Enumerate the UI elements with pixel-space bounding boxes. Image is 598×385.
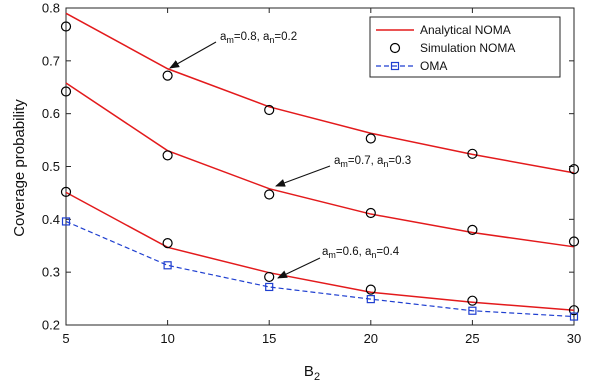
point-simulation_08-0 bbox=[60, 21, 72, 32]
legend-oma-marker bbox=[390, 61, 400, 71]
annotation-am-0.6: am=0.6, an=0.4 bbox=[277, 246, 400, 279]
point-oma-4 bbox=[468, 306, 477, 315]
annotation-1-end: =0.2 bbox=[274, 31, 297, 43]
point-simulation_06-4 bbox=[467, 295, 478, 306]
x-axis-label-subscript: 2 bbox=[314, 371, 320, 383]
annotation-text-1: am=0.8, an=0.2 bbox=[220, 31, 297, 45]
annotation-arrow-3 bbox=[277, 257, 321, 279]
annotation-text-2: am=0.7, an=0.3 bbox=[334, 155, 411, 169]
point-simulation_08-1 bbox=[162, 70, 173, 81]
y-tick-label-3: 0.5 bbox=[42, 159, 60, 174]
series-line-analytical_07 bbox=[65, 82, 575, 248]
x-tick-label-4: 25 bbox=[465, 331, 479, 346]
annotation-3-m: m bbox=[328, 250, 336, 260]
point-oma-5 bbox=[569, 312, 579, 321]
legend: Analytical NOMA Simulation NOMA OMA bbox=[369, 16, 561, 78]
x-tick-label-3: 20 bbox=[364, 331, 378, 346]
annotation-1-n: n bbox=[269, 35, 274, 45]
annotation-arrow-2 bbox=[275, 165, 331, 187]
x-tick-label-2: 15 bbox=[262, 331, 276, 346]
x-axis-label-base: B bbox=[304, 363, 314, 380]
point-simulation_07-3 bbox=[365, 207, 376, 219]
point-simulation_06-5 bbox=[568, 305, 580, 316]
annotation-2-m: m bbox=[340, 159, 348, 169]
point-simulation_07-0 bbox=[60, 86, 72, 97]
annotation-am-0.8: am=0.8, an=0.2 bbox=[169, 31, 297, 69]
annotation-1-a: a bbox=[220, 31, 227, 43]
annotation-am-0.7: am=0.7, an=0.3 bbox=[275, 155, 411, 187]
x-tick-label-0: 5 bbox=[62, 331, 69, 346]
x-axis-label: B2 bbox=[304, 363, 320, 383]
y-tick-label-5: 0.7 bbox=[42, 53, 60, 68]
point-oma-1 bbox=[163, 261, 172, 270]
point-simulation_08-4 bbox=[467, 148, 478, 159]
annotation-2-a: a bbox=[334, 155, 341, 167]
series-line-analytical_06 bbox=[65, 191, 575, 311]
point-simulation_07-4 bbox=[467, 224, 478, 235]
annotation-3-a: a bbox=[322, 246, 329, 258]
point-simulation_06-1 bbox=[162, 238, 173, 249]
y-axis-label: Coverage probability bbox=[11, 99, 28, 237]
legend-simulation-marker bbox=[389, 42, 401, 54]
annotation-2-end: =0.3 bbox=[388, 155, 411, 167]
annotation-2-mid: =0.7, a bbox=[348, 155, 384, 167]
point-oma-2 bbox=[265, 282, 274, 292]
x-tick-label-1: 10 bbox=[160, 331, 174, 346]
y-tick-label-4: 0.6 bbox=[42, 106, 60, 121]
legend-box bbox=[369, 16, 561, 78]
point-simulation_07-5 bbox=[568, 236, 580, 247]
y-tick-label-1: 0.3 bbox=[42, 265, 60, 280]
point-simulation_08-2 bbox=[264, 104, 275, 116]
legend-analytical-label: Analytical NOMA bbox=[420, 23, 511, 37]
series-line-analytical_08 bbox=[65, 12, 575, 174]
y-tick-label-0: 0.2 bbox=[42, 318, 60, 333]
y-tick-label-6: 0.8 bbox=[42, 1, 60, 16]
annotation-arrow-1 bbox=[169, 41, 217, 69]
annotation-3-mid: =0.6, a bbox=[336, 246, 372, 258]
point-oma-3 bbox=[366, 295, 375, 304]
x-tick-label-5: 30 bbox=[567, 331, 581, 346]
point-oma-0 bbox=[61, 217, 71, 226]
point-simulation_06-3 bbox=[365, 284, 376, 295]
legend-oma-label: OMA bbox=[420, 59, 447, 73]
legend-simulation-label: Simulation NOMA bbox=[420, 41, 515, 55]
point-simulation_06-2 bbox=[264, 271, 275, 283]
point-simulation_08-5 bbox=[568, 164, 580, 175]
point-simulation_08-3 bbox=[365, 133, 376, 144]
annotation-1-mid: =0.8, a bbox=[234, 31, 270, 43]
annotation-text-3: am=0.6, an=0.4 bbox=[322, 246, 400, 260]
annotation-1-m: m bbox=[226, 35, 234, 45]
point-simulation_07-1 bbox=[162, 150, 173, 161]
annotation-3-n: n bbox=[371, 250, 376, 260]
point-simulation_07-2 bbox=[264, 189, 275, 200]
annotation-3-end: =0.4 bbox=[376, 246, 399, 258]
point-simulation_06-0 bbox=[60, 186, 72, 197]
y-tick-label-2: 0.4 bbox=[42, 212, 60, 227]
series-line-oma bbox=[65, 220, 575, 318]
annotation-2-n: n bbox=[383, 159, 388, 169]
